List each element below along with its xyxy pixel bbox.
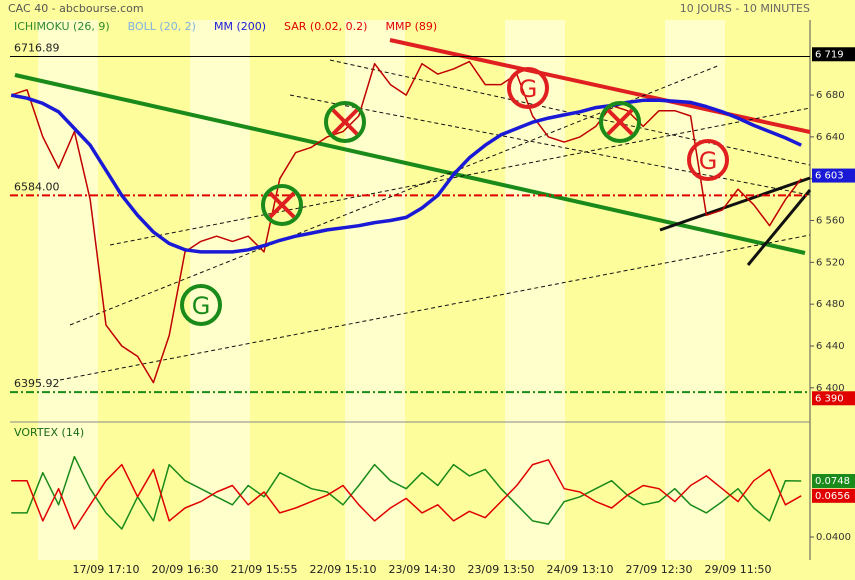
x-tick-label: 20/09 16:30 [152, 563, 219, 576]
trend-line [389, 38, 811, 134]
last-value-label: 6 603 [815, 171, 844, 182]
signal-circle [687, 139, 729, 181]
x-tick-label: 22/09 15:10 [310, 563, 377, 576]
series-line [11, 459, 802, 530]
last-value-label: 6 390 [815, 393, 844, 404]
last-value-label: 0.0656 [815, 491, 850, 502]
exit-signal [261, 184, 303, 226]
y-tick-label: 6 400 [816, 383, 845, 394]
series-line [11, 455, 802, 530]
legend-entry: BOLL (20, 2) [128, 20, 196, 33]
chart-title: CAC 40 - abcbourse.com [8, 2, 144, 15]
x-tick-label: 24/09 13:10 [547, 563, 614, 576]
y-tick-label: 6 680 [816, 90, 845, 101]
legend-entry: ICHIMOKU (26, 9) [14, 20, 110, 33]
last-value-label: 0.0748 [815, 476, 850, 487]
y-tick-label: 6 440 [816, 341, 845, 352]
signal-cross [606, 108, 634, 136]
signal-label: G [699, 147, 718, 175]
trend-line [746, 189, 812, 266]
channel-line [59, 234, 811, 381]
last-value-box [812, 474, 855, 489]
level-label: 6716.89 [14, 41, 60, 54]
last-value-box [812, 47, 855, 62]
legend-entry: MM (200) [214, 20, 266, 33]
trend-line [14, 73, 806, 255]
signal-circle [261, 184, 303, 226]
exit-signal [324, 101, 366, 143]
exit-signal [599, 101, 641, 143]
y-tick-label: 6 520 [816, 257, 845, 268]
legend-entry: MMP (89) [385, 20, 437, 33]
signal-circle [507, 67, 549, 109]
day-stripe [345, 20, 405, 560]
trend-line [659, 176, 811, 232]
x-tick-label: 23/09 14:30 [389, 563, 456, 576]
chart-subtitle: 10 JOURS - 10 MINUTES [680, 2, 810, 15]
signal-circle [180, 284, 222, 326]
signal-circle [324, 101, 366, 143]
day-stripe [38, 20, 98, 560]
day-stripe [190, 20, 250, 560]
legend: ICHIMOKU (26, 9) BOLL (20, 2) MM (200) SAR … [14, 20, 437, 33]
y-tick-label: 6 560 [816, 216, 845, 227]
signal-circle [599, 101, 641, 143]
x-tick-label: 29/09 11:50 [705, 563, 772, 576]
x-tick-label: 23/09 13:50 [468, 563, 535, 576]
level-label: 6395.92 [14, 377, 60, 390]
y-tick-label: 0.0400 [816, 532, 851, 543]
signal-label: G [519, 75, 538, 103]
signals: G G G [180, 67, 729, 326]
level-label: 6584.00 [14, 180, 60, 193]
channel-line [289, 94, 811, 196]
last-value-box [812, 391, 855, 406]
day-stripe [505, 20, 565, 560]
x-tick-label: 27/09 12:30 [626, 563, 693, 576]
trend-lines [14, 38, 812, 381]
last-value-box [812, 168, 855, 183]
signal-label: G [192, 292, 211, 320]
x-tick-label: 21/09 15:55 [231, 563, 298, 576]
day-stripes [38, 20, 725, 560]
signal-cross [268, 191, 296, 219]
y-tick-label: 6 640 [816, 132, 845, 143]
x-tick-label: 17/09 17:10 [73, 563, 140, 576]
y-tick-label: 6 480 [816, 299, 845, 310]
series-line [10, 60, 802, 384]
legend-entry: SAR (0.02, 0.2) [284, 20, 367, 33]
last-value-box [812, 488, 855, 503]
series-line [10, 93, 802, 254]
pane-title: VORTEX (14) [14, 426, 84, 439]
last-value-label: 6 719 [815, 49, 844, 60]
signal-cross [331, 108, 359, 136]
